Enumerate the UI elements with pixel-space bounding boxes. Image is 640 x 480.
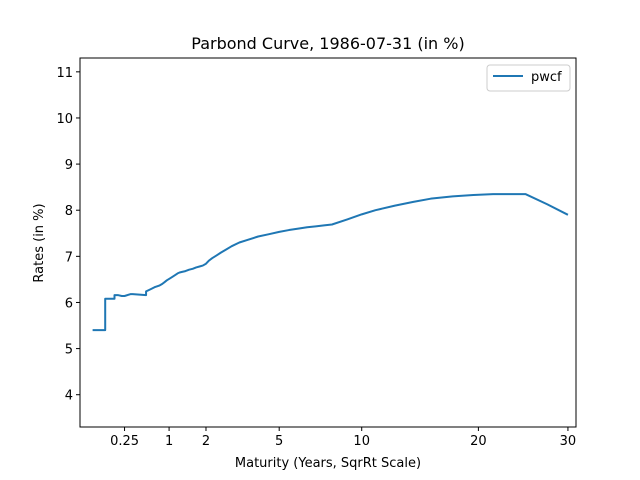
y-tick-label: 6 [65, 296, 73, 311]
y-tick-label: 8 [65, 204, 73, 219]
y-axis-title: Rates (in %) [32, 203, 47, 282]
series-layer [92, 193, 569, 332]
series-line-pwcf [92, 193, 569, 332]
plot-frame [79, 57, 577, 428]
x-tick-label: 30 [560, 434, 577, 449]
x-tick-label: 10 [353, 434, 370, 449]
plot-area [79, 57, 577, 428]
y-tick-label: 11 [56, 66, 73, 81]
y-tick-label: 9 [65, 158, 73, 173]
legend-box [486, 64, 571, 92]
y-tick-label: 7 [65, 250, 73, 265]
y-axis: 4 5 6 7 8 9 10 11 [56, 66, 80, 404]
y-tick-label: 5 [65, 343, 73, 358]
legend: pwcf [486, 64, 571, 92]
chart-title: Parbond Curve, 1986-07-31 (in %) [191, 34, 464, 53]
x-tick-label: 2 [202, 434, 210, 449]
x-axis: 0.25 1 2 5 10 20 30 [110, 427, 576, 449]
x-tick-label: 20 [470, 434, 487, 449]
legend-label: pwcf [531, 70, 562, 85]
plot-background [80, 58, 576, 427]
x-tick-label: 0.25 [110, 434, 139, 449]
y-tick-label: 10 [56, 112, 73, 127]
x-tick-label: 1 [165, 434, 173, 449]
x-axis-title: Maturity (Years, SqrRt Scale) [235, 456, 421, 471]
y-tick-label: 4 [65, 389, 73, 404]
x-tick-label: 5 [275, 434, 283, 449]
